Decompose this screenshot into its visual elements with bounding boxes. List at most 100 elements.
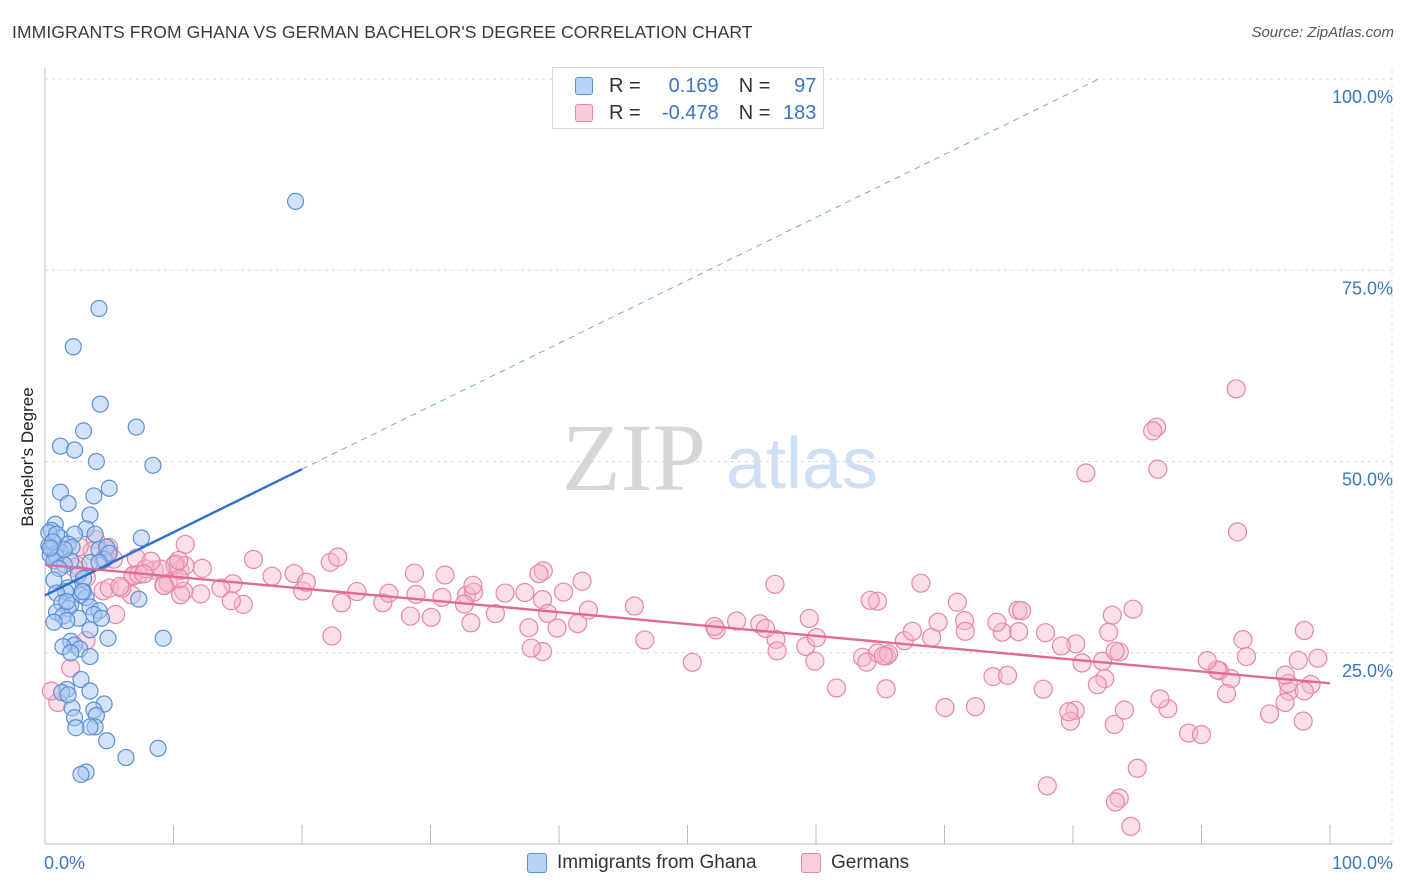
trend-lines bbox=[44, 78, 1331, 685]
point-germans-79 bbox=[328, 547, 348, 567]
point-germans-63 bbox=[572, 571, 592, 591]
point-ghana-65 bbox=[99, 629, 117, 647]
point-germans-100 bbox=[1104, 714, 1124, 735]
point-ghana-83 bbox=[67, 719, 85, 737]
point-ghana-7 bbox=[65, 441, 84, 459]
point-ghana-2 bbox=[64, 338, 82, 356]
watermark-atlas: atlas bbox=[726, 424, 878, 504]
point-germans-133 bbox=[1102, 605, 1122, 625]
germans-n-value: 183 bbox=[783, 101, 817, 124]
trend-ghana bbox=[44, 468, 303, 597]
point-ghana-9 bbox=[87, 452, 106, 471]
point-germans-53 bbox=[262, 566, 282, 586]
point-germans-68 bbox=[421, 607, 441, 627]
point-germans-105 bbox=[1051, 636, 1071, 656]
point-germans-83 bbox=[1216, 684, 1237, 704]
tick-labels: 25.0% 50.0% 75.0% 100.0% 0.0% 100.0% bbox=[44, 87, 1393, 873]
point-germans-66 bbox=[485, 603, 505, 624]
ghana-n-value: 97 bbox=[794, 74, 817, 97]
point-germans-111 bbox=[538, 603, 558, 624]
point-ghana-60 bbox=[92, 609, 111, 627]
point-germans-160 bbox=[1127, 758, 1147, 778]
point-ghana-94 bbox=[73, 582, 91, 601]
point-germans-164 bbox=[1037, 776, 1057, 796]
point-ghana-3 bbox=[91, 395, 109, 413]
point-ghana-89 bbox=[59, 686, 77, 704]
point-germans-29 bbox=[175, 534, 195, 554]
germans-swatch bbox=[575, 104, 593, 122]
grid-lines bbox=[45, 70, 1393, 844]
y-tick-label-50: 50.0% bbox=[1342, 470, 1393, 490]
point-germans-76 bbox=[799, 608, 819, 629]
point-germans-143 bbox=[515, 582, 535, 603]
point-germans-106 bbox=[373, 593, 393, 613]
point-ghana-12 bbox=[85, 487, 103, 505]
point-germans-103 bbox=[755, 618, 776, 639]
point-ghana-85 bbox=[149, 739, 167, 757]
point-ghana-5 bbox=[74, 422, 93, 440]
point-germans-137 bbox=[529, 564, 549, 584]
y-tick-label-100: 100.0% bbox=[1332, 87, 1393, 107]
ghana-r-value: 0.169 bbox=[668, 74, 719, 97]
point-ghana-6 bbox=[51, 437, 70, 455]
point-ghana-70 bbox=[62, 644, 80, 662]
point-germans-89 bbox=[935, 697, 955, 718]
point-germans-123 bbox=[624, 596, 644, 616]
legend-item-ghana[interactable]: Immigrants from Ghana bbox=[527, 852, 757, 874]
point-germans-124 bbox=[805, 651, 825, 671]
point-germans-64 bbox=[992, 622, 1012, 642]
point-ghana-75 bbox=[81, 682, 99, 700]
point-germans-127 bbox=[860, 590, 880, 610]
point-germans-115 bbox=[461, 613, 481, 633]
point-ghana-63 bbox=[81, 621, 99, 639]
axes bbox=[44, 68, 1392, 845]
watermark: ZIP atlas bbox=[562, 404, 878, 511]
germans-r-value: -0.478 bbox=[661, 101, 719, 124]
legend-label-ghana: Immigrants from Ghana bbox=[557, 852, 757, 873]
point-germans-55 bbox=[404, 563, 425, 583]
point-germans-172 bbox=[1275, 692, 1295, 713]
ghana-points bbox=[40, 192, 305, 783]
point-germans-57 bbox=[954, 611, 975, 631]
point-germans-166 bbox=[947, 592, 967, 612]
point-germans-45 bbox=[495, 583, 515, 603]
legend-swatch-ghana bbox=[527, 853, 547, 873]
stats-legend: R = 0.169 N = 97 R = -0.478 N = 183 bbox=[552, 67, 824, 129]
point-germans-102 bbox=[547, 618, 567, 638]
point-germans-120 bbox=[1099, 622, 1119, 642]
point-germans-88 bbox=[243, 549, 264, 570]
point-germans-165 bbox=[1236, 646, 1257, 667]
series-legend: Immigrants from Ghana Germans bbox=[0, 852, 1406, 878]
point-germans-98 bbox=[682, 652, 702, 672]
point-germans-162 bbox=[1105, 792, 1126, 812]
point-ghana-1 bbox=[90, 299, 108, 318]
point-germans-142 bbox=[873, 646, 894, 666]
point-germans-13 bbox=[174, 581, 194, 601]
point-ghana-84 bbox=[98, 732, 116, 750]
point-germans-78 bbox=[1158, 699, 1178, 719]
legend-label-germans: Germans bbox=[831, 852, 910, 873]
legend-swatch-germans bbox=[801, 853, 821, 873]
point-germans-154 bbox=[1076, 463, 1096, 483]
point-ghana-10 bbox=[100, 479, 118, 497]
legend-item-germans[interactable]: Germans bbox=[801, 852, 909, 874]
y-tick-label-25: 25.0% bbox=[1342, 661, 1393, 681]
point-ghana-72 bbox=[72, 670, 90, 689]
trend-germans bbox=[44, 563, 1331, 685]
point-germans-54 bbox=[1293, 711, 1313, 731]
point-germans-86 bbox=[911, 573, 931, 593]
point-ghana-95 bbox=[58, 592, 76, 611]
point-germans-145 bbox=[767, 641, 787, 661]
point-germans-167 bbox=[902, 621, 922, 641]
point-germans-113 bbox=[400, 606, 421, 626]
point-germans-121 bbox=[857, 652, 877, 672]
point-germans-41 bbox=[1066, 634, 1086, 654]
point-germans-51 bbox=[867, 591, 888, 611]
point-germans-39 bbox=[110, 576, 130, 597]
point-germans-122 bbox=[221, 591, 241, 611]
point-germans-84 bbox=[347, 581, 367, 602]
point-germans-109 bbox=[1123, 599, 1143, 619]
point-germans-49 bbox=[727, 611, 747, 631]
x-tick-label-0: 0.0% bbox=[44, 853, 85, 873]
germans-r-label: R = bbox=[609, 101, 641, 124]
